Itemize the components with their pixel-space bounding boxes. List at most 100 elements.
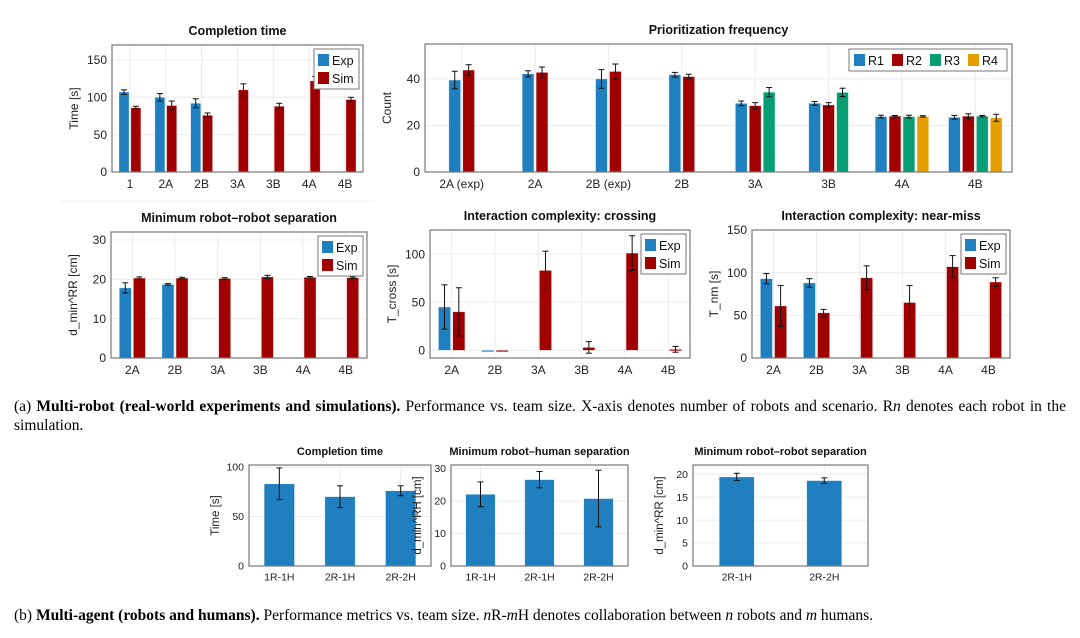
bar-exp — [806, 480, 843, 567]
axes-frame — [424, 43, 1013, 173]
caption-a: (a) Multi-robot (real-world experiments … — [14, 397, 1066, 435]
x-tick-label: 4A — [296, 363, 311, 377]
bar-exp — [803, 282, 816, 359]
x-tick-label: 2R-2H — [583, 572, 613, 584]
x-tick-label: 4A — [302, 177, 317, 191]
legend-label: R1 — [868, 54, 884, 68]
bar-sim — [261, 276, 274, 359]
legend-swatch-sim — [318, 72, 329, 84]
bar-r1 — [735, 103, 748, 173]
y-tick-label: 10 — [434, 528, 446, 540]
chart-title: Minimum robot–robot separation — [694, 446, 867, 458]
legend-label: R3 — [944, 54, 960, 68]
chart-title: Completion time — [189, 24, 287, 38]
bar-sim — [345, 99, 357, 173]
legend-swatch-r1 — [854, 54, 865, 66]
x-tick-label: 2A — [444, 363, 459, 377]
bar-sim — [495, 350, 509, 353]
caption-a-text2: denotes each robot in the simulation. — [14, 398, 1066, 434]
legend-swatch-sim — [645, 257, 656, 269]
caption-b-bold: Multi-agent (robots and humans). — [35, 607, 260, 624]
x-tick-label: 4B — [338, 363, 353, 377]
y-tick-label: 20 — [676, 469, 688, 481]
y-tick-label: 100 — [226, 462, 244, 474]
bar-sim — [817, 312, 830, 359]
bar-r1 — [595, 78, 608, 173]
y-tick-label: 20 — [434, 496, 446, 508]
caption-a-italic: n — [893, 398, 901, 415]
y-tick-label: 0 — [100, 165, 107, 179]
y-tick-label: 50 — [94, 128, 108, 142]
y-axis-label: d_min^RH [cm] — [412, 476, 424, 554]
legend-swatch-exp — [645, 239, 656, 251]
caption-b-label: (b) — [14, 607, 36, 624]
chart-1: 0 20 40 2A (exp) 2A 2B (exp) 2B 3A 3B 4A 4B Priorit… — [380, 23, 1013, 191]
x-tick-label: 3A — [852, 363, 867, 377]
y-axis-label: Time [s] — [67, 87, 81, 129]
x-tick-label: 3A — [210, 363, 225, 377]
y-tick-label: 5 — [682, 538, 688, 550]
bar-r3 — [762, 91, 776, 173]
bar-exp — [524, 479, 555, 567]
legend-label: Sim — [336, 259, 358, 273]
legend-swatch-sim — [965, 257, 976, 269]
legend-label: Sim — [979, 257, 1001, 271]
bar-exp — [154, 96, 166, 173]
x-tick-label: 1R-1H — [465, 572, 495, 584]
x-tick-label: 4B — [968, 177, 983, 191]
y-tick-label: 20 — [407, 119, 421, 133]
caption-b-m2: m — [805, 607, 818, 624]
x-tick-label: 3B — [253, 363, 268, 377]
bar-r1 — [668, 74, 682, 173]
y-tick-label: 50 — [412, 295, 426, 309]
bar-r1 — [874, 116, 888, 173]
axes-frame — [450, 464, 629, 567]
chart-7: 0 5 10 15 20 2R-1H 2R-2H Minimum robot–robot se… — [654, 446, 869, 584]
legend-label: R4 — [982, 54, 998, 68]
x-tick-label: 1 — [127, 177, 134, 191]
bar-sim — [202, 114, 213, 173]
legend-swatch-r3 — [930, 54, 941, 66]
bar-sim — [946, 266, 959, 359]
x-tick-label: 2R-1H — [524, 572, 554, 584]
axes-frame — [111, 44, 364, 173]
y-tick-label: 100 — [405, 247, 425, 261]
bar-sim — [309, 80, 321, 173]
x-tick-label: 2R-1H — [325, 572, 355, 584]
bar-sim — [218, 278, 231, 359]
y-tick-label: 15 — [676, 492, 688, 504]
y-tick-label: 150 — [727, 223, 747, 237]
chart-title: Interaction complexity: near-miss — [781, 209, 980, 223]
x-tick-label: 4A — [895, 177, 910, 191]
chart-2: 0 10 20 30 2A 2B 3A 3B 4A 4B Minimum robot–robot s… — [66, 211, 368, 377]
axes-frame — [110, 231, 368, 359]
legend-swatch-exp — [965, 239, 976, 251]
bar-r1 — [808, 103, 821, 173]
caption-b-text3: robots and — [733, 607, 806, 624]
bar-sim — [303, 276, 317, 359]
y-axis-label: d_min^RR [cm] — [654, 476, 666, 554]
chart-title: Interaction complexity: crossing — [464, 209, 656, 223]
legend-swatch-r2 — [892, 54, 903, 66]
chart-5: 0 50 100 1R-1H 2R-1H 2R-2H Completion time Time… — [210, 446, 432, 584]
y-axis-label: T_nm [s] — [707, 271, 721, 318]
x-tick-label: 2A — [158, 177, 173, 191]
bar-exp — [161, 284, 175, 359]
x-tick-label: 3B — [574, 363, 589, 377]
y-tick-label: 0 — [238, 561, 244, 573]
bar-exp — [118, 91, 130, 173]
caption-b: (b) Multi-agent (robots and humans). Per… — [14, 606, 1074, 625]
x-tick-label: 4B — [661, 363, 676, 377]
y-tick-label: 10 — [676, 515, 688, 527]
x-tick-label: 2A — [125, 363, 140, 377]
bar-r3 — [836, 92, 849, 173]
y-tick-label: 50 — [734, 309, 748, 323]
x-tick-label: 2R-2H — [809, 572, 839, 584]
y-tick-label: 150 — [87, 53, 107, 67]
x-tick-label: 3B — [895, 363, 910, 377]
x-tick-label: 3B — [821, 177, 836, 191]
y-axis-label: Count — [380, 91, 394, 124]
bar-sim — [175, 277, 189, 359]
y-tick-label: 0 — [682, 561, 688, 573]
x-tick-label: 2A (exp) — [439, 177, 484, 191]
